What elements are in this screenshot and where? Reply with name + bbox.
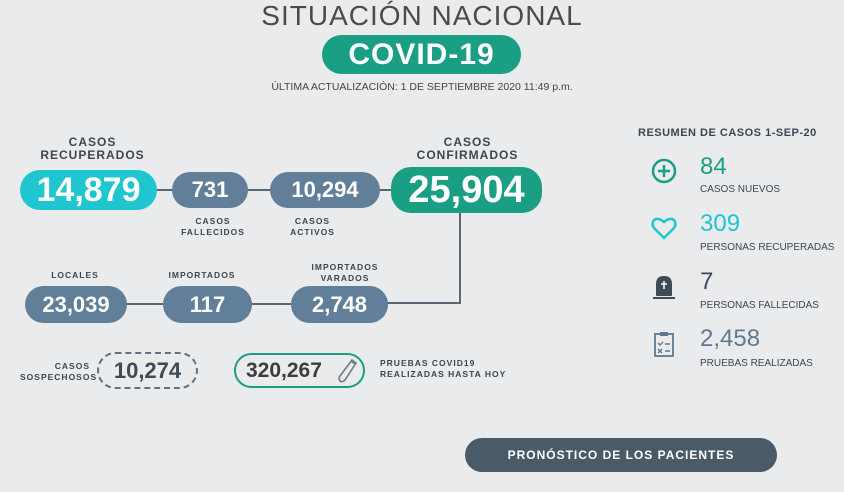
activos-value: 10,294 xyxy=(270,172,380,208)
fallecidas-value: 7 xyxy=(700,268,714,295)
recuperadas-value: 309 xyxy=(700,210,741,237)
importados-value: 117 xyxy=(163,286,252,323)
summary-title: RESUMEN DE CASOS 1-SEP-20 xyxy=(638,127,817,139)
confirmados-value: 25,904 xyxy=(391,167,542,213)
pruebas-label: PRUEBAS COVID19 REALIZADAS HASTA HOY xyxy=(380,358,507,379)
fallecidas-label: PERSONAS FALLECIDAS xyxy=(700,300,819,311)
recuperados-label: CASOS RECUPERADOS xyxy=(40,135,145,162)
last-update: ÚLTIMA ACTUALIZACIÓN: 1 DE SEPTIEMBRE 20… xyxy=(271,81,573,93)
confirmados-label: CASOS CONFIRMADOS xyxy=(416,135,519,162)
heart-icon xyxy=(651,217,677,240)
sospechosos-label: CASOS SOSPECHOSOS xyxy=(20,361,98,382)
connector-vertical xyxy=(459,210,461,303)
varados-value: 2,748 xyxy=(291,286,388,323)
nuevos-value: 84 xyxy=(700,153,727,180)
recuperadas-label: PERSONAS RECUPERADAS xyxy=(700,242,835,253)
test-tube-icon xyxy=(338,358,358,383)
varados-label: IMPORTADOS VARADOS xyxy=(311,262,379,283)
clipboard-icon xyxy=(654,332,674,357)
locales-label: LOCALES xyxy=(51,270,99,280)
pruebas-dia-value: 2,458 xyxy=(700,325,761,352)
locales-value: 23,039 xyxy=(25,286,127,323)
fallecidos-label: CASOS FALLECIDOS xyxy=(181,216,245,237)
plus-circle-icon xyxy=(651,158,677,184)
sospechosos-value: 10,274 xyxy=(97,352,198,389)
importados-label: IMPORTADOS xyxy=(168,270,236,280)
fallecidos-value: 731 xyxy=(172,172,248,208)
nuevos-label: CASOS NUEVOS xyxy=(700,184,781,195)
page-title: SITUACIÓN NACIONAL xyxy=(261,0,583,31)
connector-varados xyxy=(385,302,461,304)
recuperados-value: 14,879 xyxy=(20,170,157,210)
pruebas-value: 320,267 xyxy=(246,359,322,382)
covid-badge: COVID-19 xyxy=(322,35,521,74)
pronostico-button[interactable]: PRONÓSTICO DE LOS PACIENTES xyxy=(465,438,777,472)
tombstone-icon xyxy=(653,276,675,299)
pruebas-pill: 320,267 xyxy=(234,353,365,388)
pruebas-dia-label: PRUEBAS REALIZADAS xyxy=(700,358,813,369)
activos-label: CASOS ACTIVOS xyxy=(290,216,335,237)
